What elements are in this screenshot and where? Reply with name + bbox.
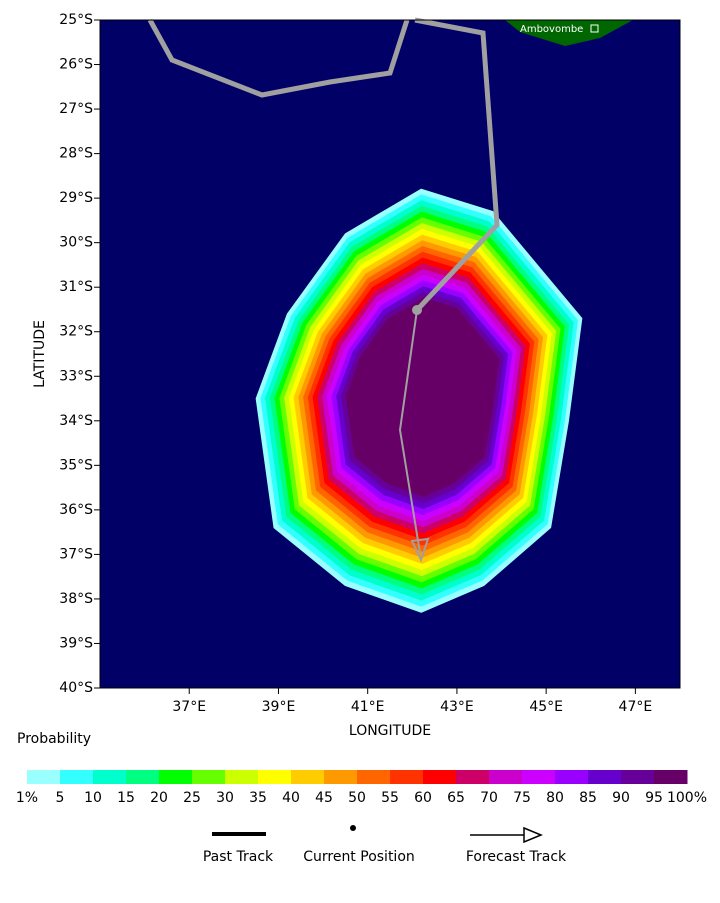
colorbar-label: 25 (183, 790, 201, 806)
legend-label: Past Track (203, 849, 274, 865)
colorbar-label: 80 (546, 790, 564, 806)
colorbar-swatch (588, 770, 622, 784)
place-label: Ambovombe (520, 24, 583, 35)
place-marker (590, 24, 599, 33)
probability-band (345, 297, 500, 497)
lon-tick-label: 39°E (262, 699, 296, 715)
colorbar-swatch (489, 770, 523, 784)
land (505, 20, 633, 46)
lat-tick-label: 29°S (59, 190, 93, 206)
forecast-track (398, 309, 421, 554)
colorbar-swatch (27, 770, 61, 784)
lat-tick-label: 28°S (59, 146, 93, 162)
colorbar-swatch (291, 770, 325, 784)
colorbar-label: 65 (447, 790, 465, 806)
colorbar-swatch (390, 770, 424, 784)
colorbar-swatch (357, 770, 391, 784)
colorbar-label: 20 (150, 790, 168, 806)
colorbar-swatch (522, 770, 556, 784)
colorbar-label: 55 (381, 790, 399, 806)
lon-tick-label: 43°E (440, 699, 474, 715)
colorbar-label: 90 (612, 790, 630, 806)
colorbar-label: 95 (645, 790, 663, 806)
current-position (412, 305, 422, 315)
colorbar-swatch (456, 770, 490, 784)
colorbar-label: 45 (315, 790, 333, 806)
colorbar-label: 35 (249, 790, 267, 806)
y-axis-label: LATITUDE (32, 320, 48, 388)
lat-tick-label: 31°S (59, 279, 93, 295)
lat-tick-label: 33°S (59, 368, 93, 384)
lat-tick-label: 35°S (59, 457, 93, 473)
x-axis-label: LONGITUDE (349, 723, 431, 739)
colorbar-label: 100% (667, 790, 707, 806)
colorbar-swatch (93, 770, 127, 784)
lat-tick-label: 36°S (59, 502, 93, 518)
lat-tick-label: 25°S (59, 12, 93, 28)
colorbar-swatch (126, 770, 160, 784)
lat-tick-label: 30°S (59, 235, 93, 251)
colorbar-swatch (654, 770, 688, 784)
lat-tick-label: 37°S (59, 546, 93, 562)
lat-tick-label: 38°S (59, 591, 93, 607)
colorbar-swatch (225, 770, 259, 784)
colorbar-swatch (192, 770, 226, 784)
legend-label: Current Position (303, 849, 415, 865)
lat-tick-label: 26°S (59, 57, 93, 73)
colorbar-label: 75 (513, 790, 531, 806)
colorbar-label: 50 (348, 790, 366, 806)
map-frame (99, 19, 681, 689)
past-track (414, 17, 500, 312)
probability-field (255, 188, 583, 613)
lon-tick-label: 45°E (529, 699, 563, 715)
past-track (147, 18, 410, 98)
colorbar-title: Probability (17, 731, 91, 747)
colorbar-swatch (159, 770, 193, 784)
lat-tick-label: 27°S (59, 101, 93, 117)
colorbar-swatch (621, 770, 655, 784)
colorbar-label: 5 (56, 790, 65, 806)
colorbar-label: 70 (480, 790, 498, 806)
lat-tick-label: 32°S (59, 324, 93, 340)
lon-tick-label: 47°E (619, 699, 653, 715)
legend-label: Forecast Track (466, 849, 567, 865)
colorbar-label: 60 (414, 790, 432, 806)
colorbar-label: 30 (216, 790, 234, 806)
colorbar-swatch (258, 770, 292, 784)
colorbar-swatch (555, 770, 589, 784)
lon-tick-label: 41°E (351, 699, 385, 715)
colorbar-label: 85 (579, 790, 597, 806)
colorbar-label: 1% (16, 790, 38, 806)
legend-current-position (350, 825, 356, 831)
colorbar-label: 40 (282, 790, 300, 806)
colorbar-label: 10 (84, 790, 102, 806)
lat-tick-label: 40°S (59, 680, 93, 696)
colorbar-swatch (324, 770, 358, 784)
lon-tick-label: 37°E (172, 699, 206, 715)
colorbar-swatch (423, 770, 457, 784)
legend-forecast-arrow (523, 826, 543, 844)
forecast-arrow (410, 537, 430, 563)
lat-tick-label: 34°S (59, 413, 93, 429)
colorbar-label: 15 (117, 790, 135, 806)
lat-tick-label: 39°S (59, 635, 93, 651)
colorbar-swatch (60, 770, 94, 784)
